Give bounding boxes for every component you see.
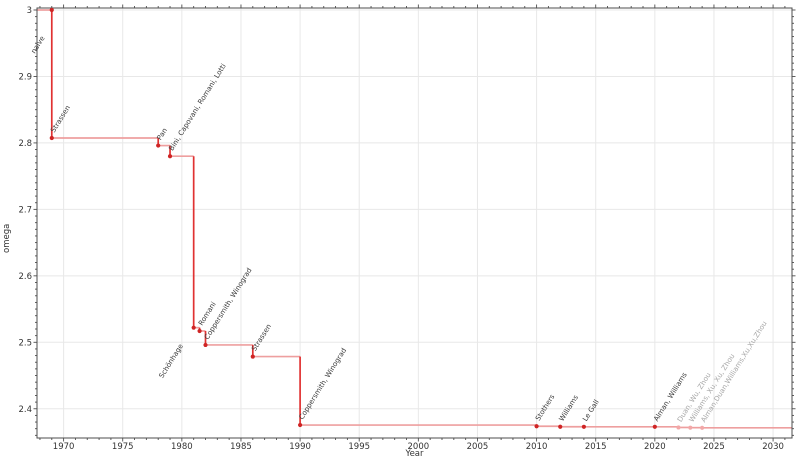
data-point bbox=[49, 7, 54, 13]
point-label: Schönhage bbox=[158, 342, 185, 379]
y-tick-label: 2.4 bbox=[18, 405, 32, 415]
x-tick-label: 2000 bbox=[408, 442, 430, 452]
data-point bbox=[534, 424, 539, 429]
grid-lines bbox=[37, 8, 792, 438]
x-tick-label: 1970 bbox=[53, 442, 75, 452]
x-tick-label: 1980 bbox=[171, 442, 193, 452]
data-point bbox=[250, 354, 255, 359]
x-tick-label: 2025 bbox=[703, 442, 725, 452]
point-label: Bini, Capovani, Romani, Lotti bbox=[167, 62, 227, 152]
data-point bbox=[581, 424, 586, 429]
y-tick-label: 2.7 bbox=[18, 205, 32, 215]
x-tick-label: 2030 bbox=[762, 442, 784, 452]
plot-frame bbox=[36, 7, 793, 439]
data-point bbox=[156, 143, 161, 148]
x-tick-label: 1995 bbox=[348, 442, 370, 452]
point-label: Coppersmith, Winograd bbox=[298, 347, 349, 421]
x-tick-label: 2010 bbox=[526, 442, 548, 452]
point-label: Le Gall bbox=[581, 398, 600, 423]
y-tick-label: 2.5 bbox=[18, 338, 32, 348]
data-point bbox=[652, 424, 657, 429]
point-label: Stothers bbox=[534, 393, 557, 423]
data-point bbox=[167, 154, 173, 159]
x-tick-label: 1975 bbox=[112, 442, 134, 452]
data-point bbox=[197, 328, 202, 334]
data-point bbox=[49, 135, 54, 141]
x-tick-labels: 1970 1975 1980 1985 1990 1995 2000 2005 2010 2015… bbox=[53, 442, 784, 452]
data-points bbox=[49, 7, 705, 430]
point-label: naive bbox=[30, 35, 47, 55]
data-point bbox=[191, 325, 196, 330]
point-label: Strassen bbox=[250, 323, 273, 353]
data-point bbox=[297, 422, 303, 428]
point-label: Pan bbox=[156, 127, 169, 142]
x-tick-label: 1985 bbox=[230, 442, 252, 452]
x-tick-label: 2005 bbox=[467, 442, 489, 452]
step-line bbox=[37, 9, 792, 429]
y-tick-labels: 2.4 2.5 2.6 2.7 2.8 2.9 3 bbox=[18, 6, 32, 415]
x-tick-label: 2020 bbox=[644, 442, 666, 452]
y-tick-label: 2.8 bbox=[18, 139, 32, 149]
y-tick-label: 2.9 bbox=[18, 72, 32, 82]
x-tick-label: 1990 bbox=[289, 442, 311, 452]
axis-ticks bbox=[33, 4, 796, 442]
data-point bbox=[700, 425, 705, 430]
point-label: Williams bbox=[558, 393, 580, 422]
data-point bbox=[688, 425, 693, 430]
y-tick-label: 3 bbox=[27, 6, 32, 16]
data-point bbox=[203, 342, 208, 348]
x-axis-title: Year bbox=[405, 449, 424, 459]
data-point bbox=[676, 425, 681, 430]
x-tick-label: 2015 bbox=[585, 442, 607, 452]
data-point bbox=[558, 424, 563, 429]
y-axis-title: omega bbox=[2, 223, 12, 253]
y-tick-label: 2.6 bbox=[18, 272, 32, 282]
